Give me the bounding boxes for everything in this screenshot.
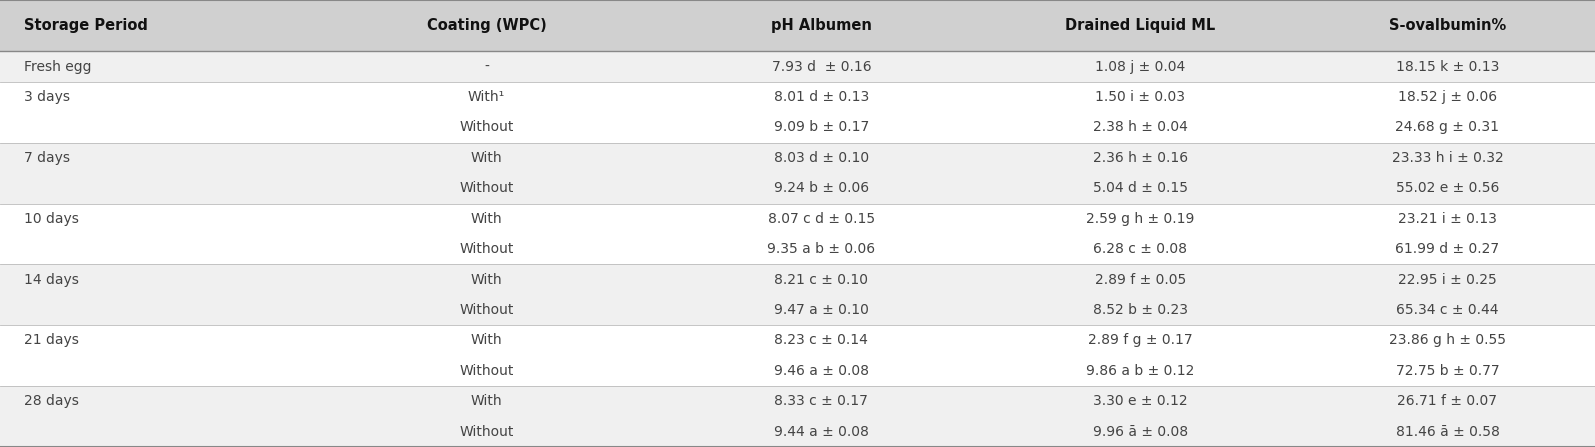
Text: With: With [471, 151, 502, 165]
Text: -: - [483, 59, 490, 74]
Text: 9.24 b ± 0.06: 9.24 b ± 0.06 [774, 181, 869, 195]
Text: Without: Without [459, 303, 514, 317]
Text: 55.02 e ± 0.56: 55.02 e ± 0.56 [1396, 181, 1499, 195]
Text: With: With [471, 273, 502, 287]
Text: 2.36 h ± 0.16: 2.36 h ± 0.16 [1093, 151, 1188, 165]
Text: 8.21 c ± 0.10: 8.21 c ± 0.10 [775, 273, 868, 287]
Bar [0, 112, 1595, 143]
Text: With: With [471, 333, 502, 347]
Text: 9.09 b ± 0.17: 9.09 b ± 0.17 [774, 121, 869, 135]
Text: 28 days: 28 days [24, 394, 78, 409]
Text: Drained Liquid ML: Drained Liquid ML [1065, 18, 1215, 33]
Text: 9.35 a b ± 0.06: 9.35 a b ± 0.06 [767, 242, 876, 256]
Text: With: With [471, 394, 502, 409]
Text: Coating (WPC): Coating (WPC) [426, 18, 547, 33]
Text: Without: Without [459, 242, 514, 256]
Text: With: With [471, 212, 502, 226]
Text: 14 days: 14 days [24, 273, 78, 287]
Bar [0, 0, 1595, 51]
Bar [0, 143, 1595, 173]
Text: 2.89 f g ± 0.17: 2.89 f g ± 0.17 [1088, 333, 1193, 347]
Text: 8.33 c ± 0.17: 8.33 c ± 0.17 [775, 394, 868, 409]
Text: 23.86 g h ± 0.55: 23.86 g h ± 0.55 [1389, 333, 1506, 347]
Text: 6.28 c ± 0.08: 6.28 c ± 0.08 [1094, 242, 1187, 256]
Text: 9.44 a ± 0.08: 9.44 a ± 0.08 [774, 425, 869, 439]
Bar [0, 203, 1595, 234]
Text: 7.93 d  ± 0.16: 7.93 d ± 0.16 [772, 59, 871, 74]
Text: 1.50 i ± 0.03: 1.50 i ± 0.03 [1096, 90, 1185, 104]
Text: 9.47 a ± 0.10: 9.47 a ± 0.10 [774, 303, 869, 317]
Text: Without: Without [459, 181, 514, 195]
Text: 8.03 d ± 0.10: 8.03 d ± 0.10 [774, 151, 869, 165]
Text: 5.04 d ± 0.15: 5.04 d ± 0.15 [1093, 181, 1188, 195]
Text: 8.23 c ± 0.14: 8.23 c ± 0.14 [775, 333, 868, 347]
Text: 22.95 i ± 0.25: 22.95 i ± 0.25 [1399, 273, 1496, 287]
Bar [0, 356, 1595, 386]
Text: 23.33 h i ± 0.32: 23.33 h i ± 0.32 [1391, 151, 1504, 165]
Text: 2.59 g h ± 0.19: 2.59 g h ± 0.19 [1086, 212, 1195, 226]
Bar [0, 386, 1595, 417]
Text: 7 days: 7 days [24, 151, 70, 165]
Text: 8.07 c d ± 0.15: 8.07 c d ± 0.15 [767, 212, 876, 226]
Text: 9.46 a ± 0.08: 9.46 a ± 0.08 [774, 364, 869, 378]
Text: 26.71 f ± 0.07: 26.71 f ± 0.07 [1397, 394, 1498, 409]
Text: 9.96 ā ± 0.08: 9.96 ā ± 0.08 [1093, 425, 1188, 439]
Text: 18.52 j ± 0.06: 18.52 j ± 0.06 [1397, 90, 1498, 104]
Text: 10 days: 10 days [24, 212, 78, 226]
Text: 8.01 d ± 0.13: 8.01 d ± 0.13 [774, 90, 869, 104]
Text: 2.89 f ± 0.05: 2.89 f ± 0.05 [1094, 273, 1187, 287]
Text: 61.99 d ± 0.27: 61.99 d ± 0.27 [1396, 242, 1499, 256]
Text: 72.75 b ± 0.77: 72.75 b ± 0.77 [1396, 364, 1499, 378]
Bar [0, 295, 1595, 325]
Bar [0, 417, 1595, 447]
Text: Without: Without [459, 121, 514, 135]
Bar [0, 82, 1595, 112]
Text: 1.08 j ± 0.04: 1.08 j ± 0.04 [1096, 59, 1185, 74]
Text: 3 days: 3 days [24, 90, 70, 104]
Text: Without: Without [459, 425, 514, 439]
Bar [0, 325, 1595, 356]
Text: pH Albumen: pH Albumen [770, 18, 872, 33]
Text: With¹: With¹ [467, 90, 506, 104]
Bar [0, 265, 1595, 295]
Bar [0, 234, 1595, 265]
Text: 23.21 i ± 0.13: 23.21 i ± 0.13 [1399, 212, 1496, 226]
Text: Without: Without [459, 364, 514, 378]
Text: 9.86 a b ± 0.12: 9.86 a b ± 0.12 [1086, 364, 1195, 378]
Text: 65.34 c ± 0.44: 65.34 c ± 0.44 [1396, 303, 1499, 317]
Text: 8.52 b ± 0.23: 8.52 b ± 0.23 [1093, 303, 1188, 317]
Text: 21 days: 21 days [24, 333, 78, 347]
Text: Storage Period: Storage Period [24, 18, 148, 33]
Text: 18.15 k ± 0.13: 18.15 k ± 0.13 [1396, 59, 1499, 74]
Text: S-ovalbumin%: S-ovalbumin% [1389, 18, 1506, 33]
Text: 2.38 h ± 0.04: 2.38 h ± 0.04 [1093, 121, 1188, 135]
Text: 81.46 ā ± 0.58: 81.46 ā ± 0.58 [1396, 425, 1499, 439]
Text: Fresh egg: Fresh egg [24, 59, 91, 74]
Bar [0, 51, 1595, 82]
Text: 3.30 e ± 0.12: 3.30 e ± 0.12 [1093, 394, 1188, 409]
Bar [0, 173, 1595, 203]
Text: 24.68 g ± 0.31: 24.68 g ± 0.31 [1396, 121, 1499, 135]
